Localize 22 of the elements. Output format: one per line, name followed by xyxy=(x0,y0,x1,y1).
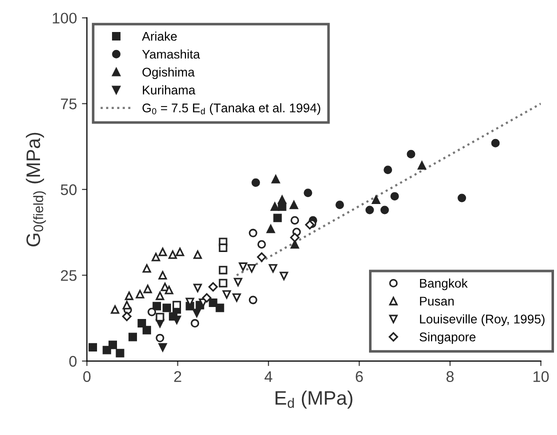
x-tick-label: 10 xyxy=(534,371,549,382)
x-tick-label: 6 xyxy=(356,371,363,382)
x-tick-label: 2 xyxy=(174,371,182,382)
legend-label: Yamashita xyxy=(142,49,200,59)
legend-label: Singapore xyxy=(420,332,476,344)
y-tick-label: 50 xyxy=(60,184,77,196)
y-tick-label: 25 xyxy=(60,270,77,281)
legend-label: G$_{0}$ = 7.5 E$_{d}$ (Tanaka et al. 1994) xyxy=(142,103,320,115)
y-tick-label: 75 xyxy=(60,98,77,110)
x-tick-label: 4 xyxy=(264,371,272,382)
y-tick-label: 100 xyxy=(52,12,77,24)
legend-label: Louiseville (Roy, 1995) xyxy=(420,314,544,326)
legend-label: Ogishima xyxy=(142,67,195,80)
legend-label: Bangkok xyxy=(420,278,468,290)
x-tick-label: 8 xyxy=(446,371,454,382)
legend-label: Ariake xyxy=(142,32,177,41)
x-axis-title: E$_{d}$ (MPa) xyxy=(276,390,352,409)
y-axis-title: G$_{0(field)}$ (MPa) xyxy=(26,132,46,246)
legend-label: Pusan xyxy=(420,296,454,306)
y-tick-label: 0 xyxy=(69,356,77,367)
legend-label: Kurihama xyxy=(142,85,196,94)
x-tick-label: 0 xyxy=(83,371,91,382)
